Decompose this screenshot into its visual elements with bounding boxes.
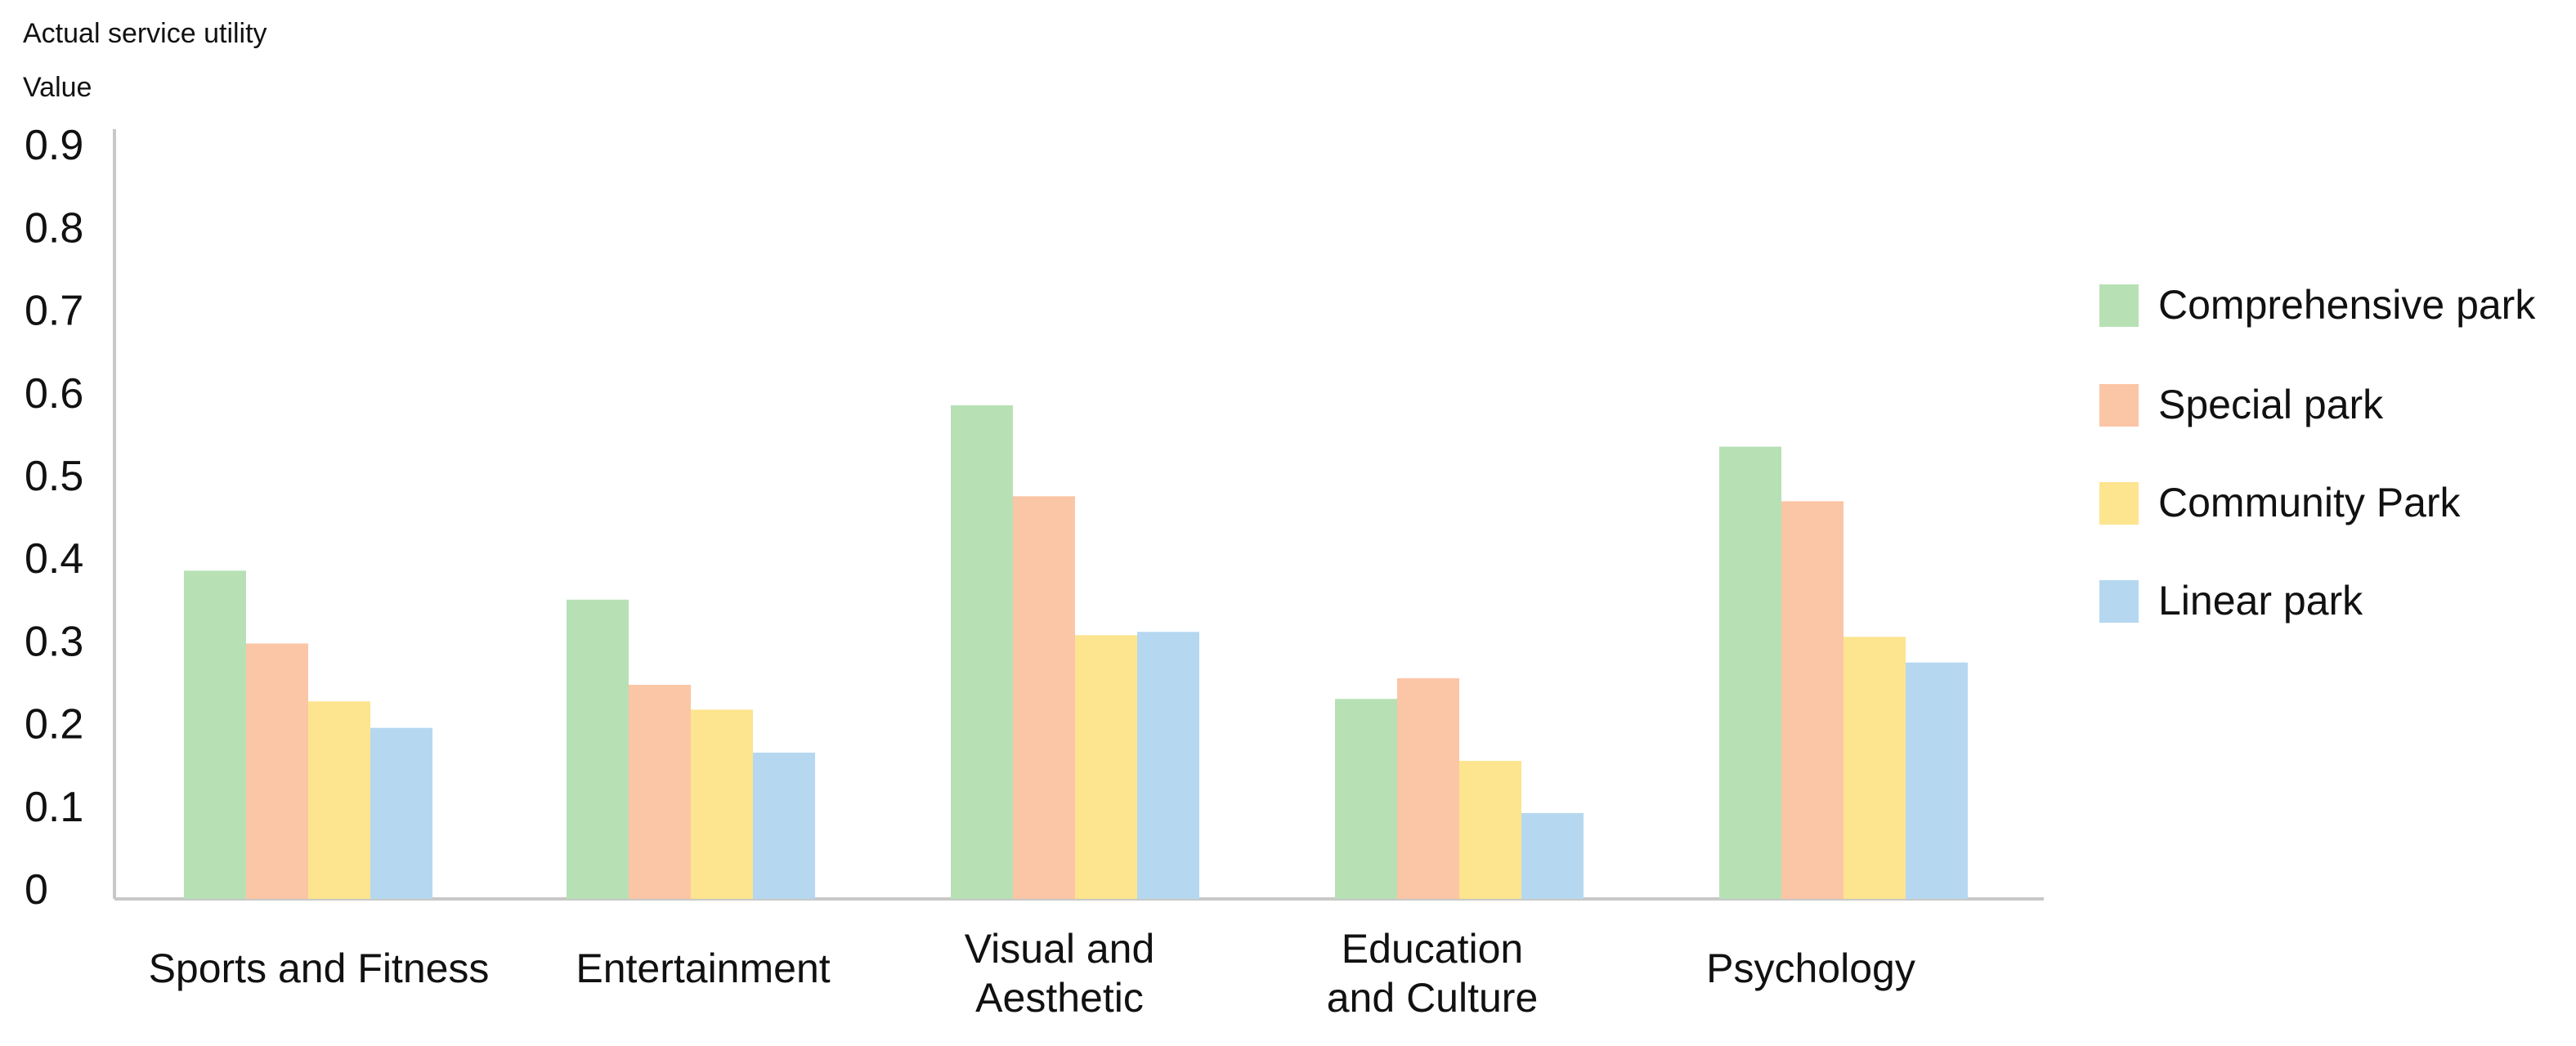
- bar: Linear park: 0.274: [1906, 662, 1968, 899]
- y-tick-label: 0: [25, 866, 48, 914]
- y-tick-label: 0.1: [25, 784, 83, 831]
- y-axis-title-line1: Actual service utility: [23, 18, 267, 49]
- x-tick-label: Entertainment: [576, 945, 830, 991]
- x-tick-label: Visual and Aesthetic: [965, 926, 1155, 1021]
- bar: Special park: 0.475: [1013, 496, 1075, 899]
- bar: Community Park: 0.217: [691, 709, 753, 899]
- y-tick-label: 0.3: [25, 618, 83, 665]
- legend-label: Community Park: [2158, 480, 2462, 525]
- bar: Linear park: 0.165: [753, 753, 815, 899]
- legend-swatch: [2099, 580, 2139, 623]
- bar: Community Park: 0.305: [1844, 637, 1906, 899]
- legend-swatch: [2099, 284, 2139, 327]
- bar: Linear park: 0.311: [1137, 632, 1199, 899]
- y-tick-label: 0.9: [25, 122, 83, 169]
- y-axis-title-line2: Value: [23, 72, 92, 103]
- y-tick-label: 0.5: [25, 453, 83, 500]
- x-tick-label: Sports and Fitness: [149, 945, 490, 991]
- legend-label: Comprehensive park: [2158, 282, 2536, 328]
- bar: Comprehensive park: 0.385: [184, 570, 246, 899]
- bar: Comprehensive park: 0.23: [1335, 699, 1397, 899]
- y-tick-label: 0.6: [25, 370, 83, 418]
- axes: 0 0.1 0.2 0.3 0.4 0.5 0.6 0.7 0.8 0.9: [25, 122, 2044, 914]
- y-tick-label: 0.7: [25, 288, 83, 335]
- legend-swatch: [2099, 482, 2139, 525]
- bar: Community Park: 0.227: [308, 701, 370, 899]
- bar: Comprehensive park: 0.585: [951, 405, 1013, 900]
- y-tick-label: 0.4: [25, 535, 83, 583]
- y-tick-label: 0.2: [25, 701, 83, 749]
- bar: Comprehensive park: 0.35: [567, 599, 629, 899]
- bar: Special park: 0.297: [246, 643, 308, 899]
- bar: Comprehensive park: 0.535: [1719, 446, 1781, 899]
- x-tick-labels: Sports and Fitness Entertainment Visual an…: [149, 926, 1915, 1021]
- legend-label: Special park: [2158, 382, 2384, 427]
- legend-label: Linear park: [2158, 578, 2363, 624]
- legend: Comprehensive park Special park Community …: [2099, 282, 2536, 624]
- x-tick-label: Education and Culture: [1327, 926, 1539, 1021]
- bars-group: Comprehensive park: 0.385 Comprehensive p…: [184, 405, 1968, 900]
- bar: Community Park: 0.307: [1075, 635, 1137, 899]
- x-tick-label: Psychology: [1706, 945, 1915, 991]
- bar: Special park: 0.247: [629, 685, 691, 899]
- bar: Special park: 0.469: [1781, 501, 1844, 899]
- bar: Community Park: 0.155: [1459, 761, 1521, 899]
- bar: Linear park: 0.195: [370, 727, 432, 899]
- bar: Special park: 0.255: [1397, 677, 1459, 899]
- bar: Linear park: 0.092: [1521, 812, 1584, 899]
- y-tick-label: 0.8: [25, 204, 83, 252]
- legend-swatch: [2099, 384, 2139, 427]
